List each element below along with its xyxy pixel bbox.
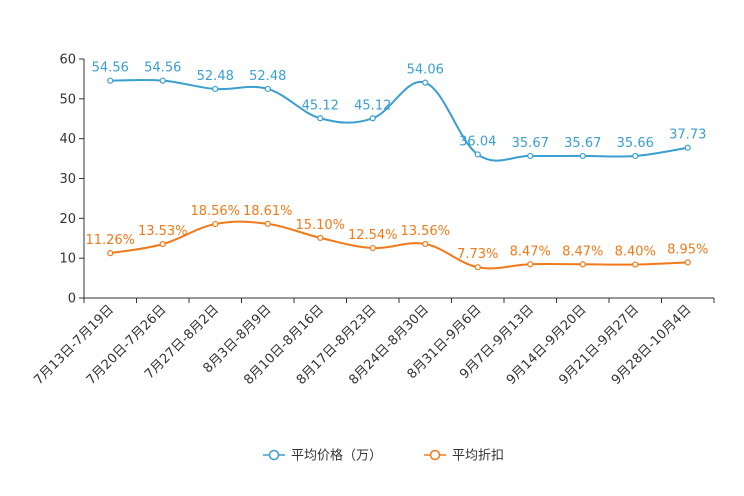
series-2-point[interactable]	[527, 261, 534, 268]
y-tick-label: 10	[59, 252, 76, 267]
legend-label: 平均折扣	[452, 449, 504, 464]
series-2-data-label: 8.95%	[667, 242, 708, 257]
legend-marker-icon	[429, 449, 441, 461]
series-1-point[interactable]	[369, 115, 376, 122]
series-1-point[interactable]	[632, 152, 639, 160]
series-1-point[interactable]	[422, 79, 429, 86]
series-1-data-label: 35.66	[617, 136, 654, 151]
series-1-point[interactable]	[474, 151, 481, 158]
series-1-point[interactable]	[264, 85, 271, 93]
series-2-data-label: 13.53%	[138, 224, 188, 239]
series-1-point[interactable]	[579, 152, 586, 160]
series-1-point[interactable]	[212, 85, 219, 93]
series-1-point[interactable]	[527, 152, 534, 160]
series-2-point[interactable]	[369, 244, 376, 252]
legend[interactable]: 平均价格（万） 平均折扣	[263, 448, 504, 464]
series-2-point[interactable]	[632, 261, 639, 268]
series-2-data-label: 15.10%	[295, 218, 345, 233]
series-1-data-label: 54.06	[407, 63, 444, 78]
series-1-data-label: 37.73	[669, 128, 706, 143]
y-tick-label: 20	[59, 212, 76, 227]
data-labels-layer: 54.56 54.56 52.48 52.48 45.12 45.12 54.06 36.04…	[85, 61, 708, 263]
series-2-data-label: 8.47%	[562, 244, 603, 259]
series-2-data-label: 8.40%	[615, 245, 656, 260]
series-2-point[interactable]	[474, 264, 481, 271]
series-2-point[interactable]	[212, 220, 219, 228]
series-2-point[interactable]	[159, 241, 166, 248]
series-1-point[interactable]	[317, 115, 324, 122]
legend-label: 平均价格（万）	[291, 448, 382, 464]
series-2-data-label: 18.56%	[190, 204, 240, 219]
legend-item-2[interactable]: 平均折扣	[424, 449, 504, 464]
series-2-point[interactable]	[422, 240, 429, 248]
series-2-data-label: 13.56%	[400, 224, 450, 239]
series-1-data-label: 35.67	[512, 136, 549, 151]
legend-marker-icon	[268, 449, 280, 461]
series-2-point[interactable]	[684, 259, 691, 266]
series-1-data-label: 36.04	[459, 134, 496, 149]
series-1-data-label: 45.12	[302, 98, 339, 113]
series-line-2	[110, 220, 688, 270]
legend-item-1[interactable]: 平均价格（万）	[263, 448, 382, 464]
y-tick-label: 30	[59, 172, 76, 187]
series-2-data-label: 12.54%	[348, 228, 398, 243]
series-2-point[interactable]	[317, 234, 324, 241]
series-1-data-label: 52.48	[197, 69, 234, 84]
series-2-point[interactable]	[264, 220, 271, 227]
y-tick-label: 40	[59, 132, 76, 147]
series-2-data-label: 7.73%	[457, 247, 498, 262]
series-1-point[interactable]	[684, 144, 691, 151]
series-2-data-label: 8.47%	[510, 244, 551, 259]
series-2-data-label: 18.61%	[243, 204, 293, 219]
series-1-point[interactable]	[107, 77, 114, 84]
series-layer	[107, 77, 691, 271]
series-1-data-label: 45.12	[354, 98, 391, 113]
series-1-data-label: 54.56	[144, 61, 181, 76]
series-1-data-label: 52.48	[249, 69, 286, 84]
y-tick-label: 60	[59, 53, 76, 68]
series-1-data-label: 54.56	[92, 61, 129, 76]
series-1-point[interactable]	[159, 77, 166, 84]
series-2-point[interactable]	[107, 250, 114, 257]
series-2-data-label: 11.26%	[85, 233, 135, 248]
y-tick-label: 0	[68, 292, 76, 307]
series-2-point[interactable]	[579, 261, 586, 268]
y-tick-label: 50	[59, 92, 76, 107]
series-1-data-label: 35.67	[564, 136, 601, 151]
